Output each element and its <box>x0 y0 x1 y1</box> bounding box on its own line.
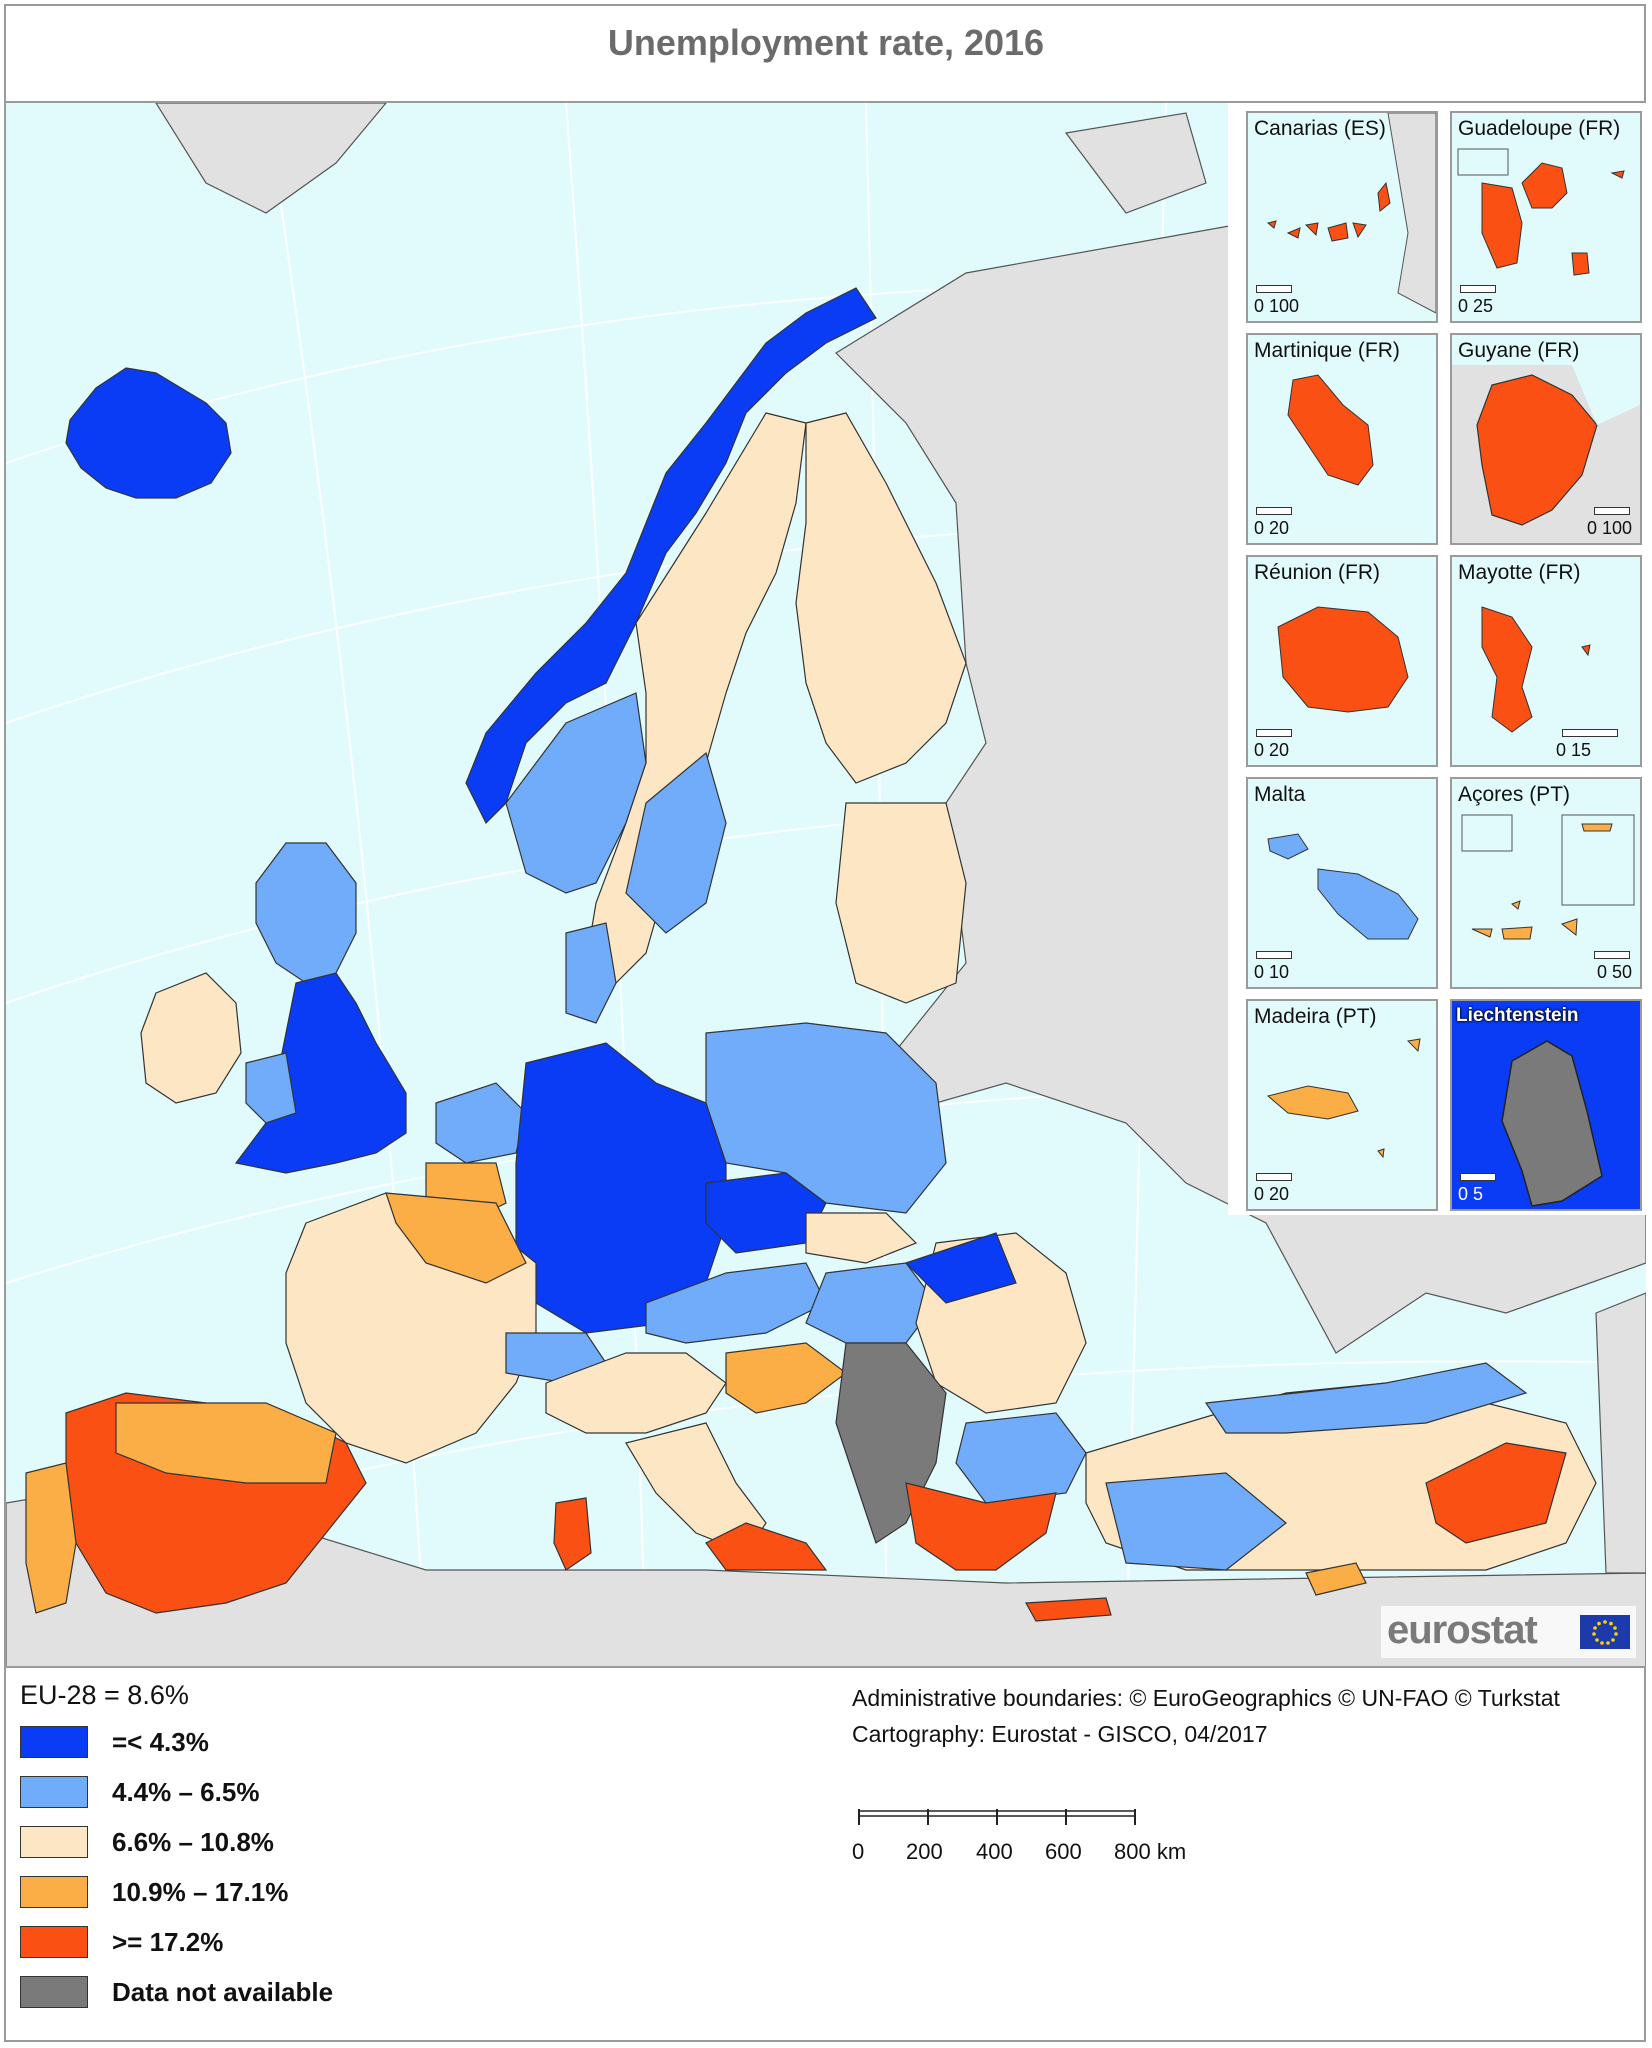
region-portugal <box>25 1462 77 1614</box>
scale-tick: 600 <box>1045 1839 1082 1864</box>
eurostat-wordmark: eurostat <box>1387 1608 1538 1652</box>
inset-scale: 0 20 <box>1254 1184 1290 1204</box>
region-turkey-central <box>1105 1472 1287 1571</box>
inset-scale: 0 10 <box>1254 962 1290 982</box>
credits-cartography: Cartography: Eurostat - GISCO, 04/2017 <box>852 1721 1268 1747</box>
region-bulgaria <box>955 1412 1087 1504</box>
inset-label: Açores (PT) <box>1458 783 1571 806</box>
region-turkey-north <box>1204 1362 1528 1434</box>
legend-swatch <box>20 1826 88 1858</box>
region-italy-north <box>545 1352 727 1434</box>
inset-label: Malta <box>1254 783 1306 806</box>
inset-liechtenstein: Liechtenstein 0 5 <box>1450 999 1642 1211</box>
region-denmark <box>565 922 617 1024</box>
map-area: Canarias (ES) 0 100 Guadeloupe (FR) 0 25… <box>6 101 1646 1668</box>
ge_17_2 <box>1266 181 1391 242</box>
inset-label: Martinique (FR) <box>1254 339 1400 362</box>
region-croatia <box>725 1342 847 1414</box>
region-uk-wales <box>245 1052 297 1124</box>
legend-swatch <box>20 1926 88 1958</box>
region-hungary <box>805 1262 937 1344</box>
inset-scale: 0 20 <box>1254 518 1290 538</box>
region-romania-nw <box>904 1232 1017 1304</box>
scale-tick: 400 <box>976 1839 1013 1864</box>
inset-label: Canarias (ES) <box>1254 117 1386 140</box>
inset-scale: 0 25 <box>1458 296 1494 316</box>
inset-scale: 0 100 <box>1586 518 1632 538</box>
legend-label: >= 17.2% <box>112 1927 224 1957</box>
region-slovakia <box>805 1212 918 1264</box>
inset-label: Liechtenstein <box>1456 1005 1579 1026</box>
eurostat-logo: eurostat <box>1381 1606 1636 1658</box>
credits: Administrative boundaries: © EuroGeograp… <box>852 1680 1560 1752</box>
region-crete <box>1025 1597 1112 1622</box>
legend-label: Data not available <box>112 1977 334 2007</box>
scale-tick: 200 <box>906 1839 943 1864</box>
legend-label: =< 4.3% <box>112 1727 209 1757</box>
inset-label: Madeira (PT) <box>1254 1005 1377 1028</box>
region-iceland <box>65 367 232 499</box>
inset-malta: Malta 0 10 <box>1246 777 1438 989</box>
region-cyprus <box>1305 1562 1367 1596</box>
inset-scale: 0 5 <box>1458 1184 1484 1204</box>
inset-scale: 0 100 <box>1254 296 1300 316</box>
map-title: Unemployment rate, 2016 <box>607 22 1045 63</box>
inset-scale: 0 50 <box>1596 962 1632 982</box>
inset-label: Guyane (FR) <box>1458 339 1580 362</box>
inset-guyane: Guyane (FR) 0 100 <box>1450 333 1642 545</box>
region-norway <box>465 287 877 825</box>
region-greece <box>905 1482 1057 1571</box>
legend-label: 4.4% – 6.5% <box>112 1777 260 1807</box>
inset-canarias: Canarias (ES) 0 100 <box>1246 111 1438 323</box>
region-sweden-central <box>625 751 727 934</box>
inset-scale: 0 20 <box>1254 740 1290 760</box>
legend-swatch <box>20 1726 88 1758</box>
inset-acores: Açores (PT) 0 50 <box>1450 777 1642 989</box>
legend-swatch <box>20 1876 88 1908</box>
legend-swatch <box>20 1976 88 2008</box>
region-spain-north <box>115 1402 337 1484</box>
scale-bar-graphic <box>858 1809 1136 1825</box>
region-france-north <box>385 1192 527 1284</box>
region-netherlands <box>435 1082 527 1164</box>
scale-tick: 0 <box>852 1839 865 1864</box>
inset-label: Guadeloupe (FR) <box>1458 117 1621 140</box>
region-austria <box>645 1262 827 1344</box>
inset-mayotte: Mayotte (FR) 0 15 <box>1450 555 1642 767</box>
legend-swatch <box>20 1776 88 1808</box>
inset-madeira: Madeira (PT) 0 20 <box>1246 999 1438 1211</box>
credits-boundaries: Administrative boundaries: © EuroGeograp… <box>852 1685 1560 1711</box>
inset-label: Mayotte (FR) <box>1458 561 1581 584</box>
legend-title: EU-28 = 8.6% <box>20 1680 189 1710</box>
region-baltics <box>835 802 967 1004</box>
region-ireland <box>140 972 242 1104</box>
region-poland <box>705 1022 947 1214</box>
legend-label: 10.9% – 17.1% <box>112 1877 289 1907</box>
inset-scale: 0 15 <box>1556 740 1592 760</box>
inset-guadeloupe: Guadeloupe (FR) 0 25 <box>1450 111 1642 323</box>
legend-label: 6.6% – 10.8% <box>112 1827 274 1857</box>
region-turkey-southeast <box>1425 1442 1567 1544</box>
region-uk-scotland <box>255 842 357 984</box>
inset-reunion: Réunion (FR) 0 20 <box>1246 555 1438 767</box>
inset-martinique: Martinique (FR) 0 20 <box>1246 333 1438 545</box>
eu-flag-icon <box>1580 1615 1630 1649</box>
region-sardinia <box>553 1497 592 1571</box>
region-finland <box>795 412 967 784</box>
region-italy-south <box>705 1522 828 1571</box>
scale-tick: 800 km <box>1114 1839 1187 1864</box>
inset-label: Réunion (FR) <box>1254 561 1381 584</box>
